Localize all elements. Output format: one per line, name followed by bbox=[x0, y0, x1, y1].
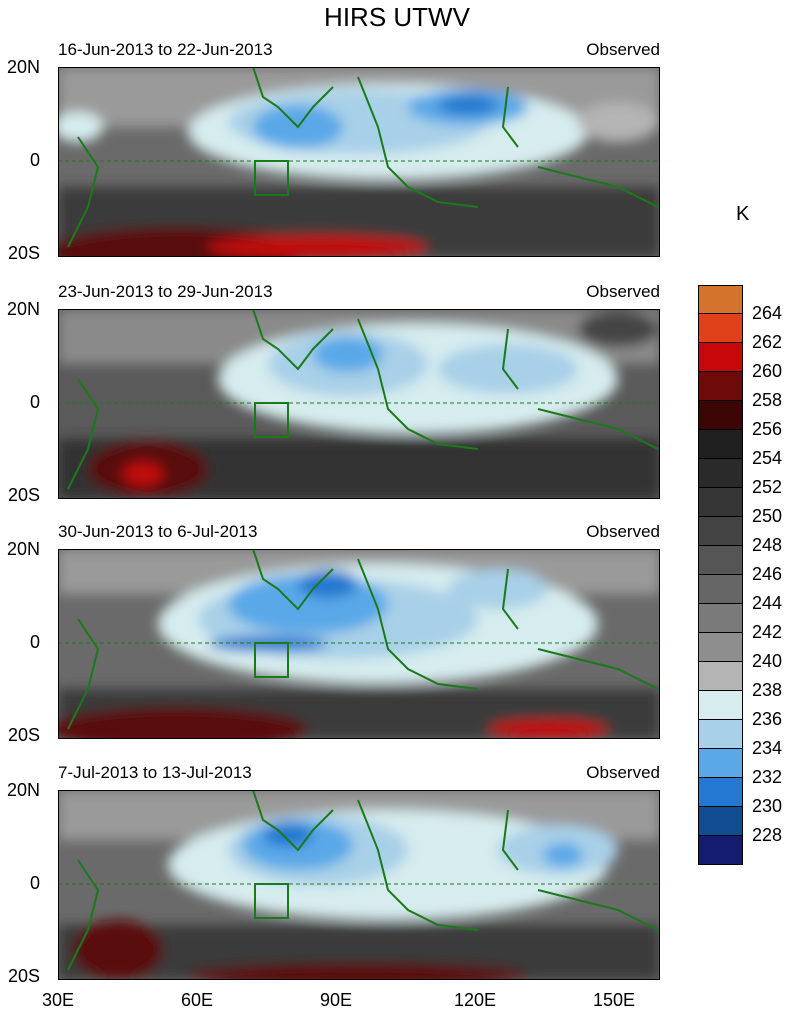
colorbar-tick-label: 260 bbox=[752, 361, 783, 381]
colorbar-tick-label: 230 bbox=[752, 796, 783, 816]
panel-1-ytick-20s: 20S bbox=[7, 243, 40, 263]
map-panel-2 bbox=[58, 309, 660, 499]
colorbar-swatch bbox=[698, 749, 743, 778]
colorbar-tick-label: 258 bbox=[752, 390, 783, 410]
panel-1-period: 16-Jun-2013 to 22-Jun-2013 bbox=[58, 40, 273, 59]
xtick-150e: 150E bbox=[592, 990, 636, 1010]
colorbar-swatch bbox=[698, 662, 743, 691]
colorbar-swatch bbox=[698, 372, 743, 401]
panel-2-ytick-20n: 20N bbox=[6, 299, 40, 319]
panel-4-period: 7-Jul-2013 to 13-Jul-2013 bbox=[58, 763, 252, 782]
panel-1-ytick-20n: 20N bbox=[6, 57, 40, 77]
panel-4-tag: Observed bbox=[586, 763, 660, 782]
colorbar-tick-label: 252 bbox=[752, 477, 783, 497]
panel-3-ytick-0: 0 bbox=[29, 632, 40, 652]
panel-2-tag: Observed bbox=[586, 282, 660, 301]
colorbar-swatch bbox=[698, 720, 743, 749]
colorbar-swatch bbox=[698, 836, 743, 865]
colorbar-swatch bbox=[698, 691, 743, 720]
colorbar-tick-label: 250 bbox=[752, 506, 783, 526]
colorbar-swatch bbox=[698, 517, 743, 546]
colorbar-swatch bbox=[698, 285, 743, 314]
colorbar-swatch bbox=[698, 314, 743, 343]
colorbar-tick-label: 264 bbox=[752, 303, 783, 323]
colorbar-swatch bbox=[698, 807, 743, 836]
colorbar-tick-label: 256 bbox=[752, 419, 783, 439]
colorbar-tick-label: 246 bbox=[752, 564, 783, 584]
colorbar-tick-label: 236 bbox=[752, 709, 783, 729]
colorbar-tick-label: 244 bbox=[752, 593, 783, 613]
colorbar-swatch bbox=[698, 401, 743, 430]
colorbar-tick-label: 248 bbox=[752, 535, 783, 555]
colorbar-swatch bbox=[698, 546, 743, 575]
colorbar-tick-label: 234 bbox=[752, 738, 783, 758]
panel-3-ytick-20n: 20N bbox=[6, 539, 40, 559]
colorbar-unit-label: K bbox=[736, 203, 750, 225]
map-panel-3 bbox=[58, 549, 660, 739]
panel-4-ytick-20s: 20S bbox=[7, 966, 40, 986]
panel-3-period: 30-Jun-2013 to 6-Jul-2013 bbox=[58, 522, 258, 541]
colorbar-swatch bbox=[698, 430, 743, 459]
colorbar-tick-label: 232 bbox=[752, 767, 783, 787]
panel-2-ytick-20s: 20S bbox=[7, 485, 40, 505]
colorbar-swatch bbox=[698, 778, 743, 807]
colorbar-tick-label: 254 bbox=[752, 448, 783, 468]
panel-1-tag: Observed bbox=[586, 40, 660, 59]
panel-1-ytick-0: 0 bbox=[29, 150, 40, 170]
colorbar-swatch bbox=[698, 343, 743, 372]
xtick-30e: 30E bbox=[41, 990, 75, 1010]
panel-3-tag: Observed bbox=[586, 522, 660, 541]
panel-4-ytick-20n: 20N bbox=[6, 780, 40, 800]
panel-2-ytick-0: 0 bbox=[29, 392, 40, 412]
panel-4-ytick-0: 0 bbox=[29, 873, 40, 893]
colorbar-tick-label: 240 bbox=[752, 651, 783, 671]
colorbar-swatch bbox=[698, 488, 743, 517]
xtick-60e: 60E bbox=[180, 990, 214, 1010]
colorbar-swatch bbox=[698, 633, 743, 662]
xtick-120e: 120E bbox=[453, 990, 497, 1010]
panel-2-period: 23-Jun-2013 to 29-Jun-2013 bbox=[58, 282, 273, 301]
colorbar-swatch bbox=[698, 575, 743, 604]
colorbar-swatch bbox=[698, 604, 743, 633]
colorbar-tick-label: 262 bbox=[752, 332, 783, 352]
colorbar-tick-label: 228 bbox=[752, 825, 783, 845]
map-panel-1 bbox=[58, 67, 660, 257]
colorbar-tick-label: 242 bbox=[752, 622, 783, 642]
map-panel-4 bbox=[58, 790, 660, 980]
colorbar-tick-label: 238 bbox=[752, 680, 783, 700]
figure-title: HIRS UTWV bbox=[324, 2, 470, 32]
colorbar-swatch bbox=[698, 459, 743, 488]
panel-3-ytick-20s: 20S bbox=[7, 725, 40, 745]
xtick-90e: 90E bbox=[319, 990, 353, 1010]
